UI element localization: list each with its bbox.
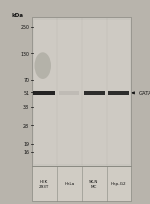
Text: 70: 70 [23,78,29,83]
Text: 38: 38 [23,105,29,110]
Text: GATA4: GATA4 [132,91,150,96]
Text: kDa: kDa [11,13,23,18]
Text: 130: 130 [20,52,29,57]
Bar [32,166,131,201]
Text: Hep-G2: Hep-G2 [111,182,126,186]
Text: 28: 28 [23,123,29,128]
Text: HeLa: HeLa [65,182,75,186]
Text: 19: 19 [23,141,29,146]
Bar [33,91,55,96]
Text: SK-N
MC: SK-N MC [89,180,98,188]
Ellipse shape [34,53,51,80]
Bar [108,91,129,96]
Bar [84,91,105,96]
Bar [34,20,130,164]
Text: 250: 250 [20,25,29,30]
Bar [32,18,131,166]
Bar [59,91,79,96]
Text: HEK
293T: HEK 293T [39,180,50,188]
Text: 16: 16 [23,150,29,154]
Text: 51: 51 [23,90,29,95]
